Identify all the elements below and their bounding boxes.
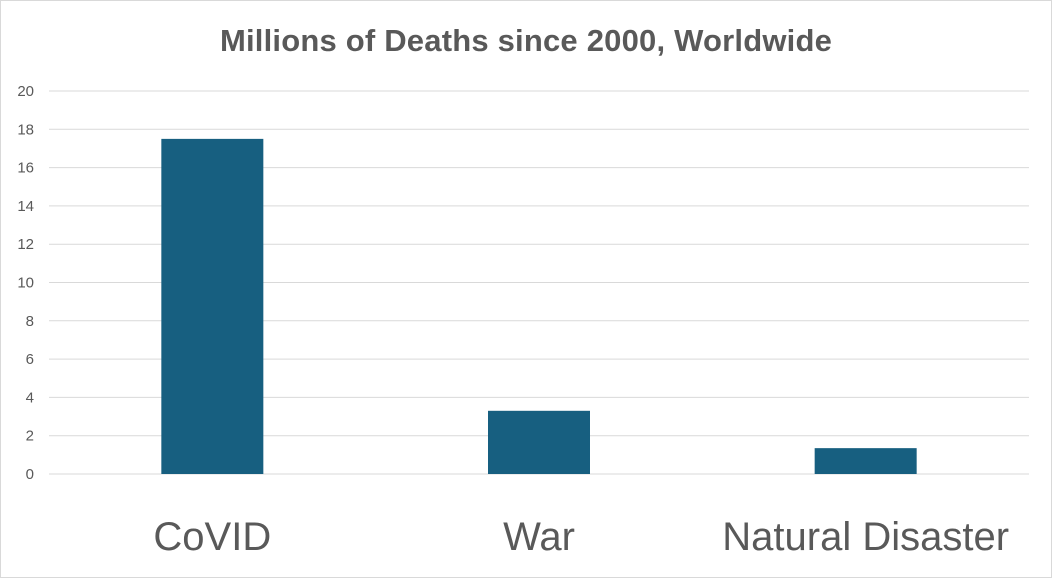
x-category-label: CoVID — [153, 515, 271, 559]
y-tick-label: 8 — [26, 313, 34, 330]
bar-natural-disaster — [814, 448, 917, 474]
y-tick-label: 16 — [17, 160, 34, 177]
y-tick-label: 10 — [17, 275, 34, 292]
y-tick-label: 12 — [17, 236, 34, 253]
y-tick-label: 20 — [17, 83, 34, 100]
x-category-label: War — [503, 515, 575, 559]
bar-covid — [161, 138, 264, 474]
x-axis-labels: CoVID War Natural Disaster — [153, 515, 1009, 559]
y-tick-label: 2 — [26, 428, 34, 445]
bars — [161, 138, 917, 474]
x-category-label: Natural Disaster — [722, 515, 1009, 559]
y-tick-label: 18 — [17, 121, 34, 138]
y-tick-label: 14 — [17, 198, 34, 215]
y-axis-ticks: 0 2 4 6 8 10 12 14 16 18 20 — [17, 83, 34, 483]
y-tick-label: 0 — [26, 466, 34, 483]
bar-war — [488, 410, 590, 474]
y-tick-label: 6 — [26, 351, 34, 368]
chart-title: Millions of Deaths since 2000, Worldwide — [219, 23, 833, 58]
y-tick-label: 4 — [26, 389, 34, 406]
